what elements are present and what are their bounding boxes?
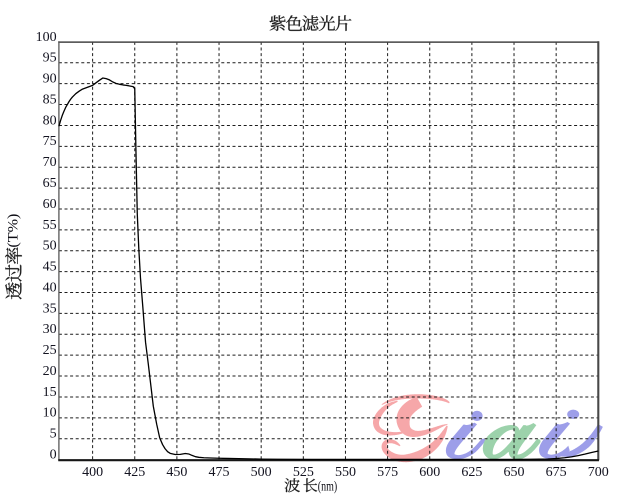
svg-text:20: 20 — [43, 364, 57, 379]
svg-text:10: 10 — [43, 406, 57, 421]
svg-text:25: 25 — [43, 343, 57, 358]
svg-text:60: 60 — [43, 197, 57, 212]
svg-text:40: 40 — [43, 280, 57, 295]
svg-text:(nm): (nm) — [318, 479, 337, 495]
svg-text:50: 50 — [43, 239, 57, 254]
svg-text:450: 450 — [166, 465, 187, 480]
svg-text:35: 35 — [43, 301, 57, 316]
svg-text:55: 55 — [43, 218, 57, 233]
svg-text:550: 550 — [335, 465, 356, 480]
svg-text:30: 30 — [43, 322, 57, 337]
svg-text:(T%): (T%) — [6, 213, 22, 247]
svg-text:650: 650 — [504, 465, 525, 480]
svg-text:700: 700 — [588, 465, 609, 480]
svg-text:80: 80 — [43, 113, 57, 128]
svg-text:5: 5 — [50, 427, 57, 442]
svg-text:500: 500 — [251, 465, 272, 480]
svg-text:425: 425 — [124, 465, 145, 480]
svg-text:90: 90 — [43, 72, 57, 87]
svg-text:65: 65 — [43, 176, 57, 191]
svg-text:85: 85 — [43, 92, 57, 107]
svg-text:70: 70 — [43, 155, 57, 170]
svg-text:45: 45 — [43, 260, 57, 275]
svg-text:575: 575 — [377, 465, 398, 480]
svg-text:100: 100 — [36, 30, 57, 45]
svg-text:600: 600 — [419, 465, 440, 480]
svg-text:475: 475 — [209, 465, 230, 480]
svg-text:525: 525 — [293, 465, 314, 480]
svg-text:15: 15 — [43, 385, 57, 400]
svg-text:0: 0 — [50, 448, 57, 463]
svg-text:400: 400 — [82, 465, 103, 480]
svg-text:675: 675 — [546, 465, 567, 480]
svg-text:95: 95 — [43, 51, 57, 66]
svg-text:75: 75 — [43, 134, 57, 149]
svg-text:625: 625 — [461, 465, 482, 480]
